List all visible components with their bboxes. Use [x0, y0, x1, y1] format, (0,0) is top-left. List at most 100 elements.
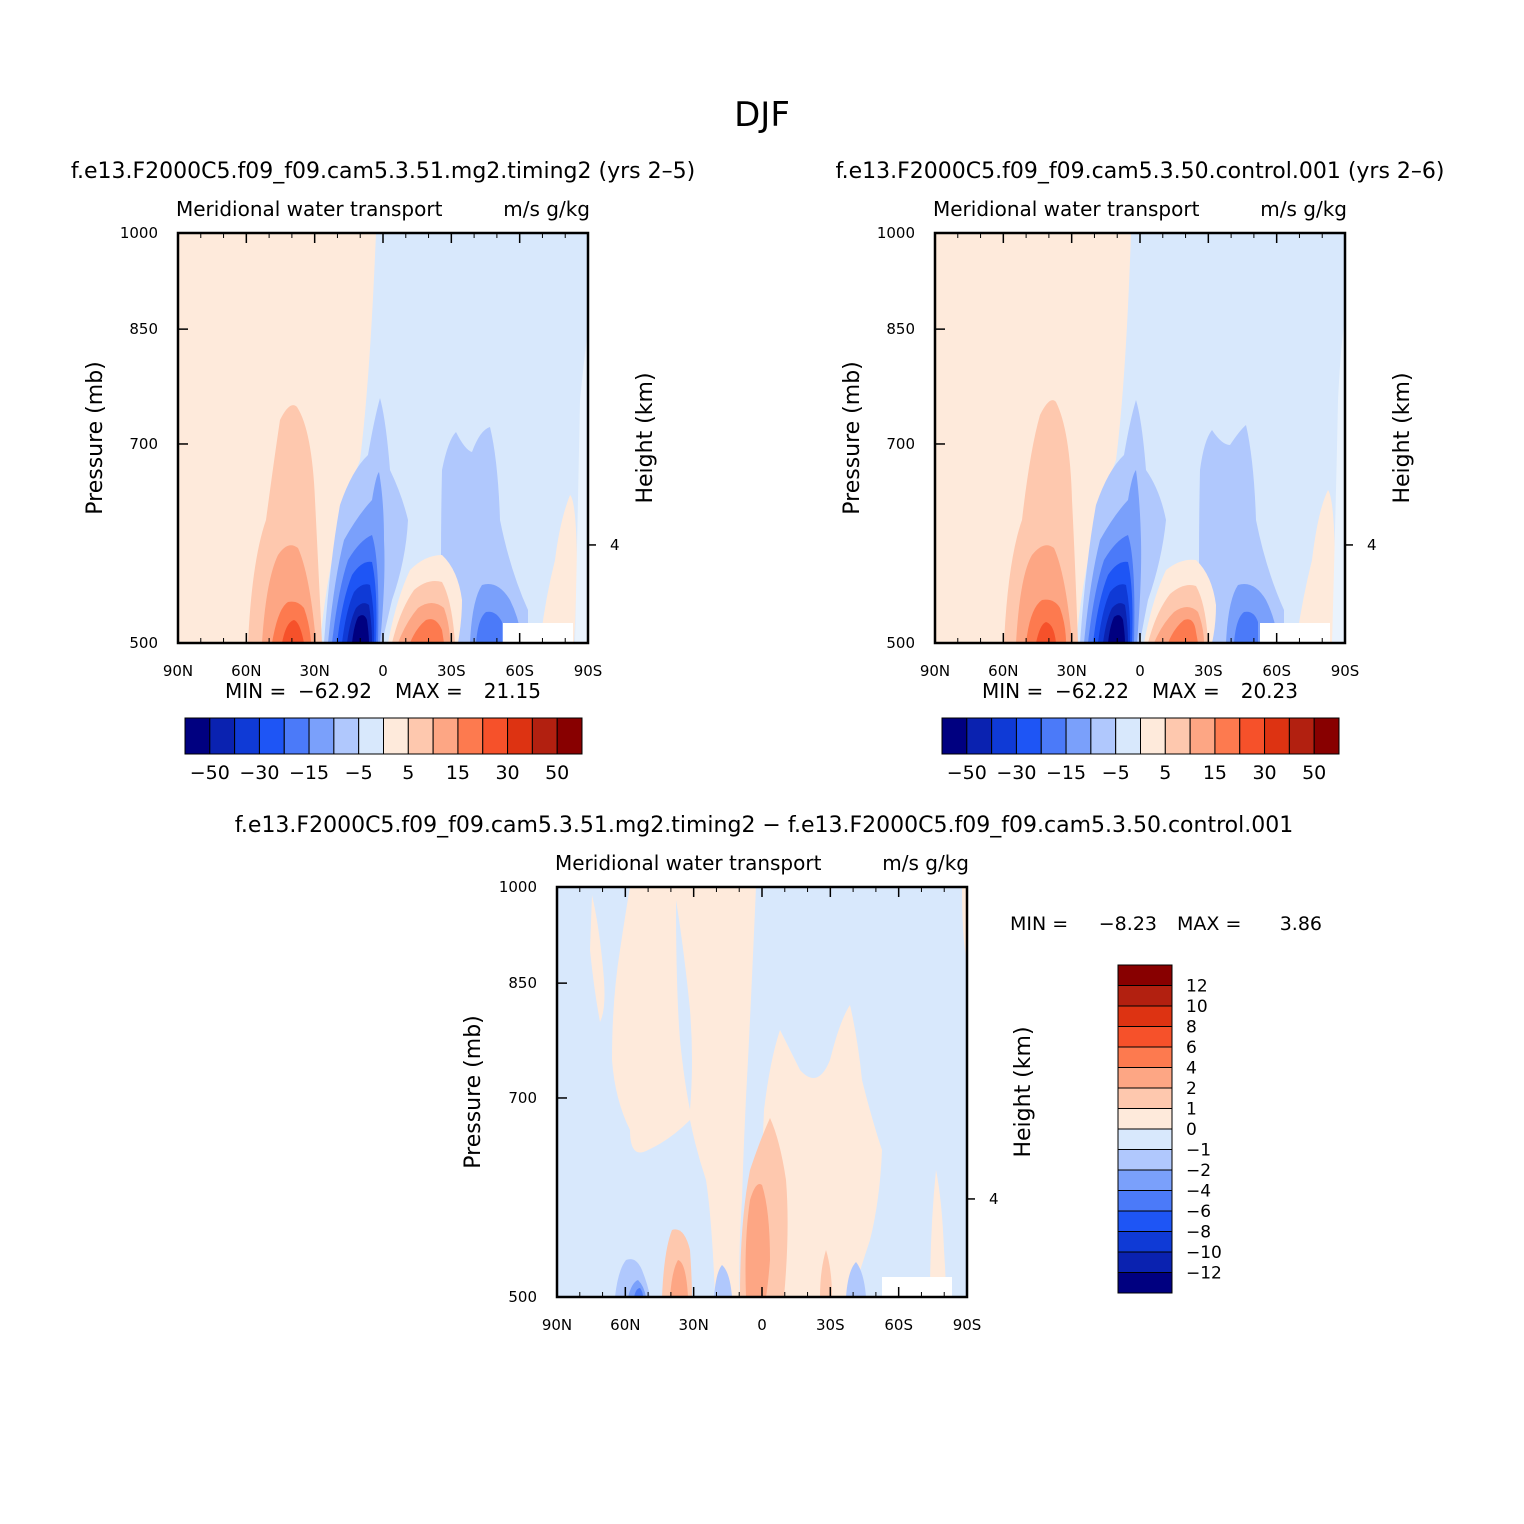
colorbar-swatch — [1015, 717, 1042, 755]
x-tick-label-p2: 30N — [1057, 662, 1087, 680]
colorbar-label: −50 — [947, 762, 987, 784]
colorbar-swatch — [1117, 1128, 1173, 1150]
panel-2: f.e13.F2000C5.f09_f09.cam5.3.50.control.… — [835, 159, 1444, 784]
panel-2-colorbar: −50 −30 −15 −5 5 15 30 50 — [941, 717, 1340, 784]
y-tick-label-p3: 850 — [508, 974, 537, 992]
colorbar-swatch — [1117, 1005, 1173, 1027]
colorbar-label: −15 — [289, 762, 329, 784]
y-tick-label-p1: 700 — [129, 435, 158, 453]
panel-3-positive-south-strip — [930, 1170, 946, 1297]
colorbar-label: −30 — [996, 762, 1036, 784]
y-tick-label-p1: 850 — [129, 320, 158, 338]
colorbar-swatch — [1117, 985, 1173, 1007]
colorbar-swatch — [1288, 717, 1315, 755]
colorbar-label: 30 — [1252, 762, 1276, 784]
panel-2-y-title: Pressure (mb) — [840, 361, 865, 515]
panel-2-south-negative-3 — [1234, 611, 1258, 643]
colorbar-swatch — [258, 717, 285, 755]
colorbar-swatch — [1117, 1210, 1173, 1232]
panel-1-equator-negative-7 — [352, 615, 369, 643]
y-tick-label-p2: 500 — [886, 634, 915, 652]
colorbar-label: −4 — [1186, 1182, 1211, 1202]
colorbar-swatch — [966, 717, 993, 755]
x-tick-label-p3: 30N — [679, 1316, 709, 1334]
colorbar-label: −8 — [1186, 1223, 1211, 1243]
colorbar-label: 2 — [1186, 1079, 1197, 1099]
colorbar-label: −5 — [345, 762, 373, 784]
x-tick-label-p2: 60S — [1262, 662, 1291, 680]
x-tick-label-p1: 60S — [505, 662, 534, 680]
panel-3: f.e13.F2000C5.f09_f09.cam5.3.51.mg2.timi… — [235, 813, 1322, 1334]
colorbar-label: −15 — [1046, 762, 1086, 784]
x-tick-label-p3: 30S — [816, 1316, 845, 1334]
colorbar-swatch — [457, 717, 484, 755]
colorbar-label: 6 — [1186, 1038, 1197, 1058]
colorbar-label: 8 — [1186, 1018, 1197, 1038]
colorbar-label: 30 — [495, 762, 519, 784]
panel-3-positive-mid-2 — [745, 1184, 770, 1297]
colorbar-swatch — [482, 717, 509, 755]
colorbar-swatch — [1117, 1108, 1173, 1130]
colorbar-swatch — [1214, 717, 1241, 755]
panel-2-polar-light — [1332, 320, 1345, 643]
panel-1-max-value: 21.15 — [484, 679, 541, 703]
panel-2-south-negative-1 — [1199, 425, 1284, 643]
colorbar-label: 50 — [545, 762, 569, 784]
panel-1-missing-data — [503, 623, 573, 643]
panel-1-colorbar: −50 −30 −15 −5 5 15 30 50 — [184, 717, 583, 784]
colorbar-swatch — [507, 717, 533, 755]
panel-1-north-positive-4 — [282, 620, 304, 643]
colorbar-label: 50 — [1302, 762, 1326, 784]
colorbar-swatch — [1264, 717, 1290, 755]
panel-1-min-label: MIN = — [225, 679, 286, 703]
colorbar-label: 15 — [1203, 762, 1227, 784]
panel-1-units: m/s g/kg — [503, 197, 590, 221]
colorbar-swatch — [333, 717, 360, 755]
panel-1: f.e13.F2000C5.f09_f09.cam5.3.51.mg2.timi… — [71, 159, 695, 784]
panel-1-y-title: Pressure (mb) — [83, 361, 108, 515]
panel-2-missing-data — [1260, 623, 1330, 643]
colorbar-swatch — [1313, 717, 1340, 755]
colorbar-swatch — [209, 717, 236, 755]
colorbar-swatch — [1117, 1067, 1173, 1089]
panel-3-max-value: 3.86 — [1280, 913, 1322, 935]
colorbar-swatch — [1117, 1190, 1173, 1212]
panel-2-units: m/s g/kg — [1260, 197, 1347, 221]
y-right-tick-label-p3: 4 — [989, 1190, 999, 1208]
colorbar-swatch — [1189, 717, 1216, 755]
colorbar-swatch — [556, 717, 583, 755]
colorbar-label: 0 — [1186, 1120, 1197, 1140]
colorbar-swatch — [991, 717, 1017, 755]
panel-3-positive-band-south — [760, 1005, 882, 1297]
colorbar-swatch — [1065, 717, 1092, 755]
y-tick-label-p1: 500 — [129, 634, 158, 652]
colorbar-label: 5 — [1159, 762, 1171, 784]
colorbar-label: 15 — [446, 762, 470, 784]
colorbar-swatch — [1117, 1087, 1173, 1109]
panel-3-positive-north-core-2 — [670, 1260, 688, 1297]
colorbar-label: 12 — [1186, 977, 1208, 997]
y-tick-label-p2: 700 — [886, 435, 915, 453]
colorbar-swatch — [308, 717, 335, 755]
x-tick-label-p3: 90N — [542, 1316, 572, 1334]
x-tick-label-p2: 60N — [988, 662, 1018, 680]
panel-3-negative-north-3 — [634, 1288, 643, 1297]
panel-1-polar-light — [575, 330, 588, 643]
panel-1-case-title: f.e13.F2000C5.f09_f09.cam5.3.51.mg2.timi… — [71, 159, 695, 184]
panel-3-contours — [557, 887, 967, 1297]
x-tick-label-p1: 90N — [163, 662, 193, 680]
x-tick-label-p3: 90S — [953, 1316, 982, 1334]
panel-2-equator-negative-7 — [1108, 615, 1125, 643]
x-tick-label-p1: 90S — [574, 662, 603, 680]
colorbar-label: 5 — [402, 762, 414, 784]
colorbar-label: 10 — [1186, 997, 1208, 1017]
colorbar-label: 1 — [1186, 1100, 1197, 1120]
x-tick-label-p1: 60N — [231, 662, 261, 680]
panel-3-negative-equator — [714, 1265, 732, 1297]
x-tick-label-p1: 30S — [437, 662, 466, 680]
panel-2-min-value: −62.22 — [1055, 679, 1129, 703]
panel-1-y-right-title: Height (km) — [633, 372, 658, 503]
colorbar-swatch — [1117, 1169, 1173, 1191]
colorbar-swatch — [1090, 717, 1117, 755]
